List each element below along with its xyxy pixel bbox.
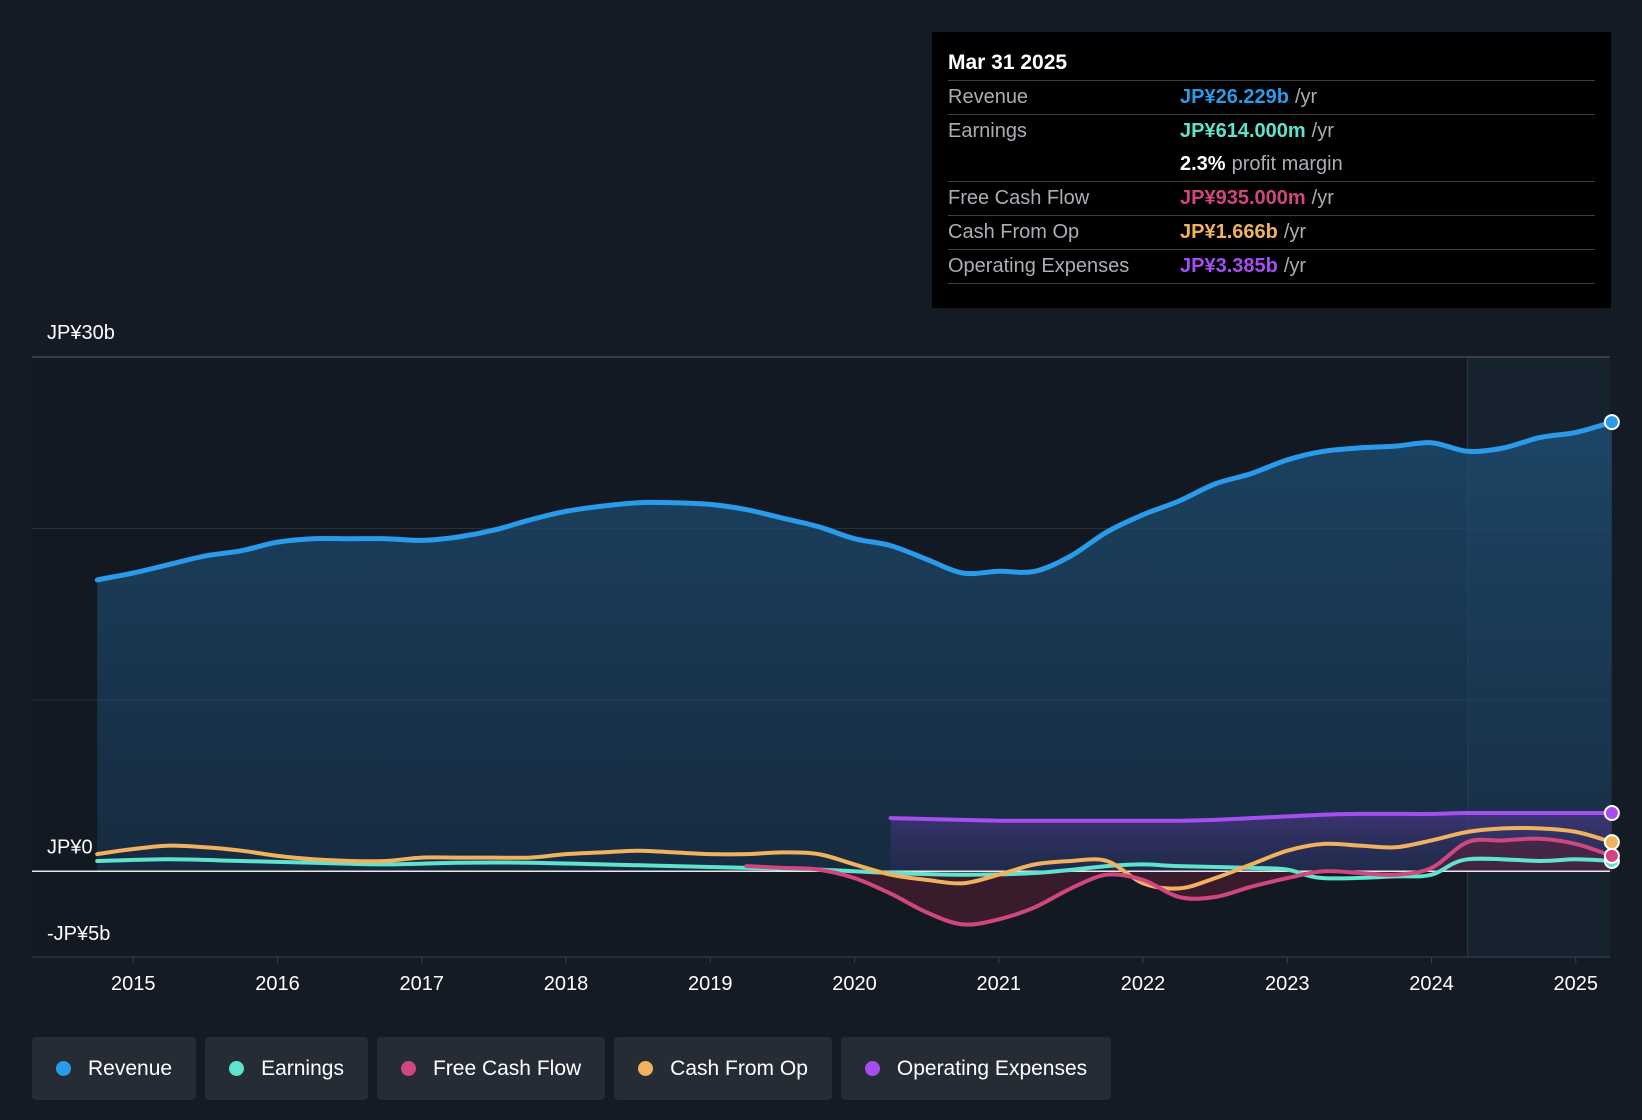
tooltip-value: JP¥26.229b bbox=[1180, 86, 1289, 108]
tooltip-panel: Mar 31 2025 Revenue JP¥26.229b /yr Earni… bbox=[932, 32, 1611, 308]
tooltip-row-cash-from-op: Cash From Op JP¥1.666b /yr bbox=[948, 215, 1595, 249]
tooltip-row-earnings: Earnings JP¥614.000m /yr bbox=[948, 114, 1595, 148]
y-axis-label: JP¥30b bbox=[47, 322, 115, 344]
free-cash-flow-line bbox=[744, 836, 1614, 927]
x-tick-label: 2024 bbox=[1409, 973, 1454, 995]
tooltip-label: Operating Expenses bbox=[948, 255, 1130, 277]
x-tick-label: 2019 bbox=[688, 973, 733, 995]
legend-dot-icon bbox=[56, 1061, 71, 1076]
tooltip-value: JP¥1.666b bbox=[1180, 221, 1278, 243]
x-tick-label: 2025 bbox=[1554, 973, 1599, 995]
free-cash-flow-area bbox=[746, 838, 1612, 925]
tooltip-unit: /yr bbox=[1283, 255, 1307, 277]
operating-expenses-area bbox=[890, 812, 1612, 872]
tooltip-row-operating-expenses: Operating Expenses JP¥3.385b /yr bbox=[948, 249, 1595, 284]
tooltip-label: Revenue bbox=[948, 86, 1029, 108]
legend-label: Revenue bbox=[88, 1056, 173, 1080]
operating-expenses-end-point bbox=[1603, 805, 1620, 821]
legend-item-earnings[interactable]: Earnings bbox=[205, 1037, 368, 1100]
legend-label: Earnings bbox=[261, 1056, 344, 1080]
x-tick-label: 2016 bbox=[255, 973, 300, 995]
tooltip-date: Mar 31 2025 bbox=[948, 51, 1068, 74]
revenue-line bbox=[94, 419, 1615, 583]
chart-legend: Revenue Earnings Free Cash Flow Cash Fro… bbox=[32, 1037, 1112, 1100]
profit-margin-label: profit margin bbox=[1231, 153, 1343, 175]
x-tick-label: 2023 bbox=[1265, 973, 1310, 995]
cash-from-op-line bbox=[95, 826, 1614, 891]
free-cash-flow-end-point bbox=[1603, 847, 1620, 864]
legend-dot-icon bbox=[229, 1061, 245, 1076]
tooltip-label: Earnings bbox=[948, 120, 1027, 142]
operating-expenses-line bbox=[888, 810, 1614, 823]
legend-item-revenue[interactable]: Revenue bbox=[32, 1037, 197, 1100]
y-axis-label: -JP¥5b bbox=[47, 923, 110, 945]
legend-label: Cash From Op bbox=[670, 1056, 808, 1080]
tooltip-label: Free Cash Flow bbox=[948, 187, 1090, 209]
cash-from-op-end-point bbox=[1603, 834, 1620, 851]
tooltip-unit: /yr bbox=[1311, 187, 1334, 209]
tooltip-row-free-cash-flow: Free Cash Flow JP¥935.000m /yr bbox=[948, 181, 1595, 215]
tooltip-label: Cash From Op bbox=[948, 221, 1080, 243]
tooltip-unit: /yr bbox=[1294, 86, 1318, 108]
tooltip-unit: /yr bbox=[1283, 221, 1307, 243]
legend-item-operating-expenses[interactable]: Operating Expenses bbox=[840, 1037, 1112, 1100]
x-tick-label: 2022 bbox=[1121, 973, 1166, 995]
revenue-end-point bbox=[1603, 414, 1620, 431]
x-tick-label: 2021 bbox=[977, 973, 1022, 995]
profit-margin-value: 2.3% bbox=[1180, 153, 1226, 175]
tooltip-row-profit-margin: 2.3% profit margin bbox=[948, 148, 1595, 181]
tooltip-value: JP¥3.385b bbox=[1180, 255, 1278, 277]
x-tick-label: 2018 bbox=[544, 973, 589, 995]
legend-dot-icon bbox=[400, 1061, 416, 1076]
tooltip-unit: /yr bbox=[1311, 120, 1334, 142]
earnings-line bbox=[95, 856, 1614, 881]
legend-dot-icon bbox=[638, 1061, 654, 1076]
legend-dot-icon bbox=[864, 1061, 880, 1076]
y-axis-label: JP¥0 bbox=[47, 836, 93, 858]
tooltip-row-revenue: Revenue JP¥26.229b /yr bbox=[948, 80, 1595, 114]
tooltip-value: JP¥935.000m bbox=[1180, 187, 1306, 209]
x-tick-label: 2017 bbox=[400, 973, 445, 995]
legend-label: Free Cash Flow bbox=[432, 1056, 582, 1080]
x-tick-label: 2015 bbox=[111, 973, 156, 995]
tooltip-value: JP¥614.000m bbox=[1180, 120, 1306, 142]
legend-item-free-cash-flow[interactable]: Free Cash Flow bbox=[376, 1037, 606, 1100]
x-tick-label: 2020 bbox=[832, 973, 877, 995]
legend-label: Operating Expenses bbox=[896, 1056, 1088, 1080]
legend-item-cash-from-op[interactable]: Cash From Op bbox=[614, 1037, 832, 1100]
